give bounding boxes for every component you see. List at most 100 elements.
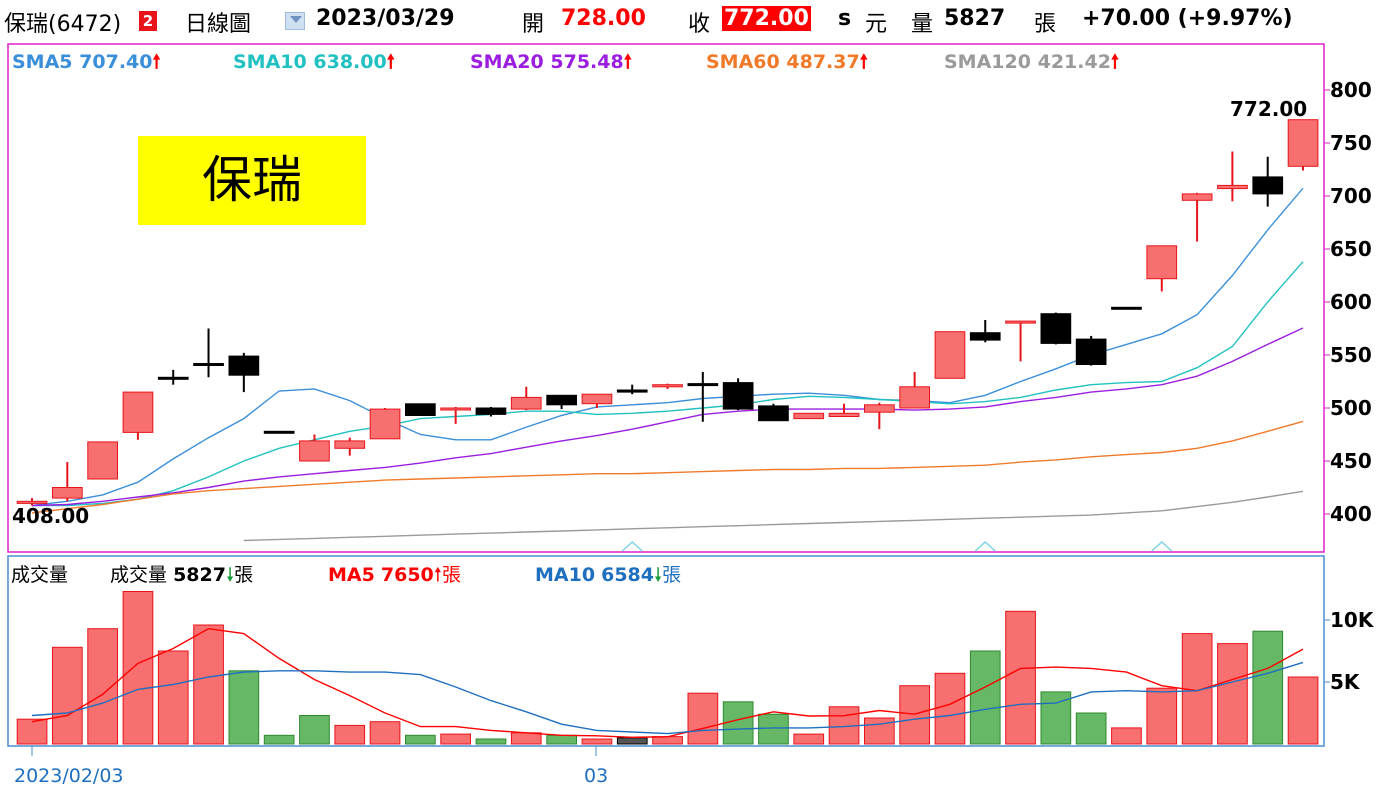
low-price-label: 408.00 (12, 504, 89, 528)
volume-bar (1075, 712, 1107, 745)
legend-vma5-unit: 張 (441, 564, 461, 586)
signal-marks (621, 540, 1173, 552)
price-change: +70.00 (+9.97%) (1082, 6, 1293, 31)
arrow-up-icon: 🠕 (623, 51, 632, 73)
sma-line-sma5 (31, 187, 1304, 507)
candle-body (687, 383, 719, 387)
high-price-label: 772.00 (1230, 97, 1307, 121)
volume-bar (440, 733, 471, 745)
candle-body (793, 412, 825, 420)
legend-sma120: SMA120 421.42🠕 (944, 48, 1119, 80)
legend-sma5: SMA5 707.40🠕 (12, 48, 161, 80)
notification-badge[interactable]: 2 (139, 11, 157, 31)
volume-bar (1252, 630, 1284, 745)
volume-tick-label: 10K (1330, 608, 1375, 632)
close-value: 772.00 (722, 6, 811, 31)
candle-body (546, 394, 577, 406)
price-panel-frame (7, 43, 1325, 553)
volume-bar (1111, 727, 1142, 745)
arrow-up-icon: 🠕 (1110, 51, 1120, 73)
volume-value: 5827 (944, 6, 1006, 31)
legend-sma60: SMA60 487.37🠕 (706, 48, 868, 80)
candle-body (299, 440, 330, 462)
volume-bars (16, 591, 1319, 745)
legend-sma20-label: SMA20 (470, 51, 544, 73)
volume-bar (87, 628, 119, 745)
volume-panel-label: 成交量 (11, 564, 69, 586)
volume-ma-line-ma10 (31, 661, 1304, 735)
volume-bar (369, 721, 401, 745)
sma-line-sma60 (31, 420, 1304, 514)
candle-body (122, 391, 154, 433)
candle-body (1075, 338, 1107, 366)
price-tick-label: 750 (1330, 131, 1372, 155)
price-tick-label: 700 (1330, 184, 1372, 208)
volume-label: 量 (911, 12, 934, 37)
candle-body (16, 500, 48, 504)
volume-ma-lines (31, 627, 1304, 739)
candle-body (334, 440, 366, 449)
candle-body (1146, 245, 1178, 280)
volume-bar (793, 733, 825, 745)
legend-sma20: SMA20 575.48🠕 (470, 48, 632, 80)
chevron-down-icon[interactable] (285, 12, 305, 30)
volume-ma-line-ma5 (31, 627, 1304, 739)
candle-body (52, 487, 83, 499)
candle-body (899, 386, 930, 409)
legend-volume: 成交量 5827🠗張 (110, 560, 253, 593)
candle-body (369, 408, 401, 440)
candle-body (157, 376, 189, 380)
volume-bar (122, 591, 154, 745)
close-label: 收 (688, 12, 711, 37)
legend-vma5-label: MA5 (328, 564, 375, 586)
x-label-start: 2023/02/03 (14, 765, 124, 787)
volume-bar (934, 672, 966, 745)
legend-volume-value: 5827 (173, 564, 226, 586)
arrow-up-icon: 🠕 (386, 51, 395, 73)
price-tick-label: 550 (1330, 343, 1372, 367)
legend-volume-label: 成交量 (110, 564, 168, 586)
candle-body (440, 407, 471, 411)
legend-sma10: SMA10 638.00🠕 (233, 48, 395, 80)
candle-body (1005, 320, 1036, 324)
legend-sma20-value: 575.48 (550, 51, 624, 73)
volume-bar (687, 692, 719, 745)
volume-bar (475, 738, 507, 745)
candle-body (1252, 176, 1284, 195)
volume-bar (1005, 610, 1036, 745)
volume-bar (581, 738, 613, 745)
stock-name[interactable]: 保瑞(6472) (4, 12, 122, 37)
legend-sma10-value: 638.00 (313, 51, 387, 73)
legend-vma10-unit: 張 (662, 564, 682, 586)
quote-header: 保瑞(6472) 2 日線圖 2023/03/29 開 728.00 收 772… (0, 0, 1399, 42)
candle-body (969, 332, 1001, 341)
candle-body (1111, 306, 1142, 310)
legend-sma60-label: SMA60 (706, 51, 780, 73)
candle-body (1181, 193, 1213, 201)
currency-unit: 元 (865, 12, 888, 37)
volume-bar (52, 646, 83, 745)
x-label-month: 03 (584, 765, 608, 787)
volume-bar (510, 732, 542, 745)
legend-sma10-label: SMA10 (233, 51, 307, 73)
candle-body (652, 384, 683, 388)
volume-bar (228, 670, 260, 745)
sma-line-sma120 (243, 490, 1304, 542)
volume-bar (652, 736, 683, 745)
quote-date: 2023/03/29 (316, 6, 455, 31)
legend-sma120-value: 421.42 (1037, 51, 1111, 73)
open-value: 728.00 (561, 6, 646, 31)
legend-sma120-label: SMA120 (944, 51, 1031, 73)
volume-bar (299, 715, 330, 745)
chart-mode[interactable]: 日線圖 (185, 12, 252, 37)
volume-bar (405, 734, 436, 745)
candle-body (1287, 119, 1319, 167)
volume-tick-label: 5K (1330, 670, 1361, 694)
legend-sma60-value: 487.37 (786, 51, 860, 73)
legend-sma5-value: 707.40 (79, 51, 153, 73)
legend-sma5-label: SMA5 (12, 51, 73, 73)
legend-vma10-value: 6584 (601, 564, 654, 586)
volume-bar (193, 624, 224, 745)
candle-body (934, 331, 966, 379)
